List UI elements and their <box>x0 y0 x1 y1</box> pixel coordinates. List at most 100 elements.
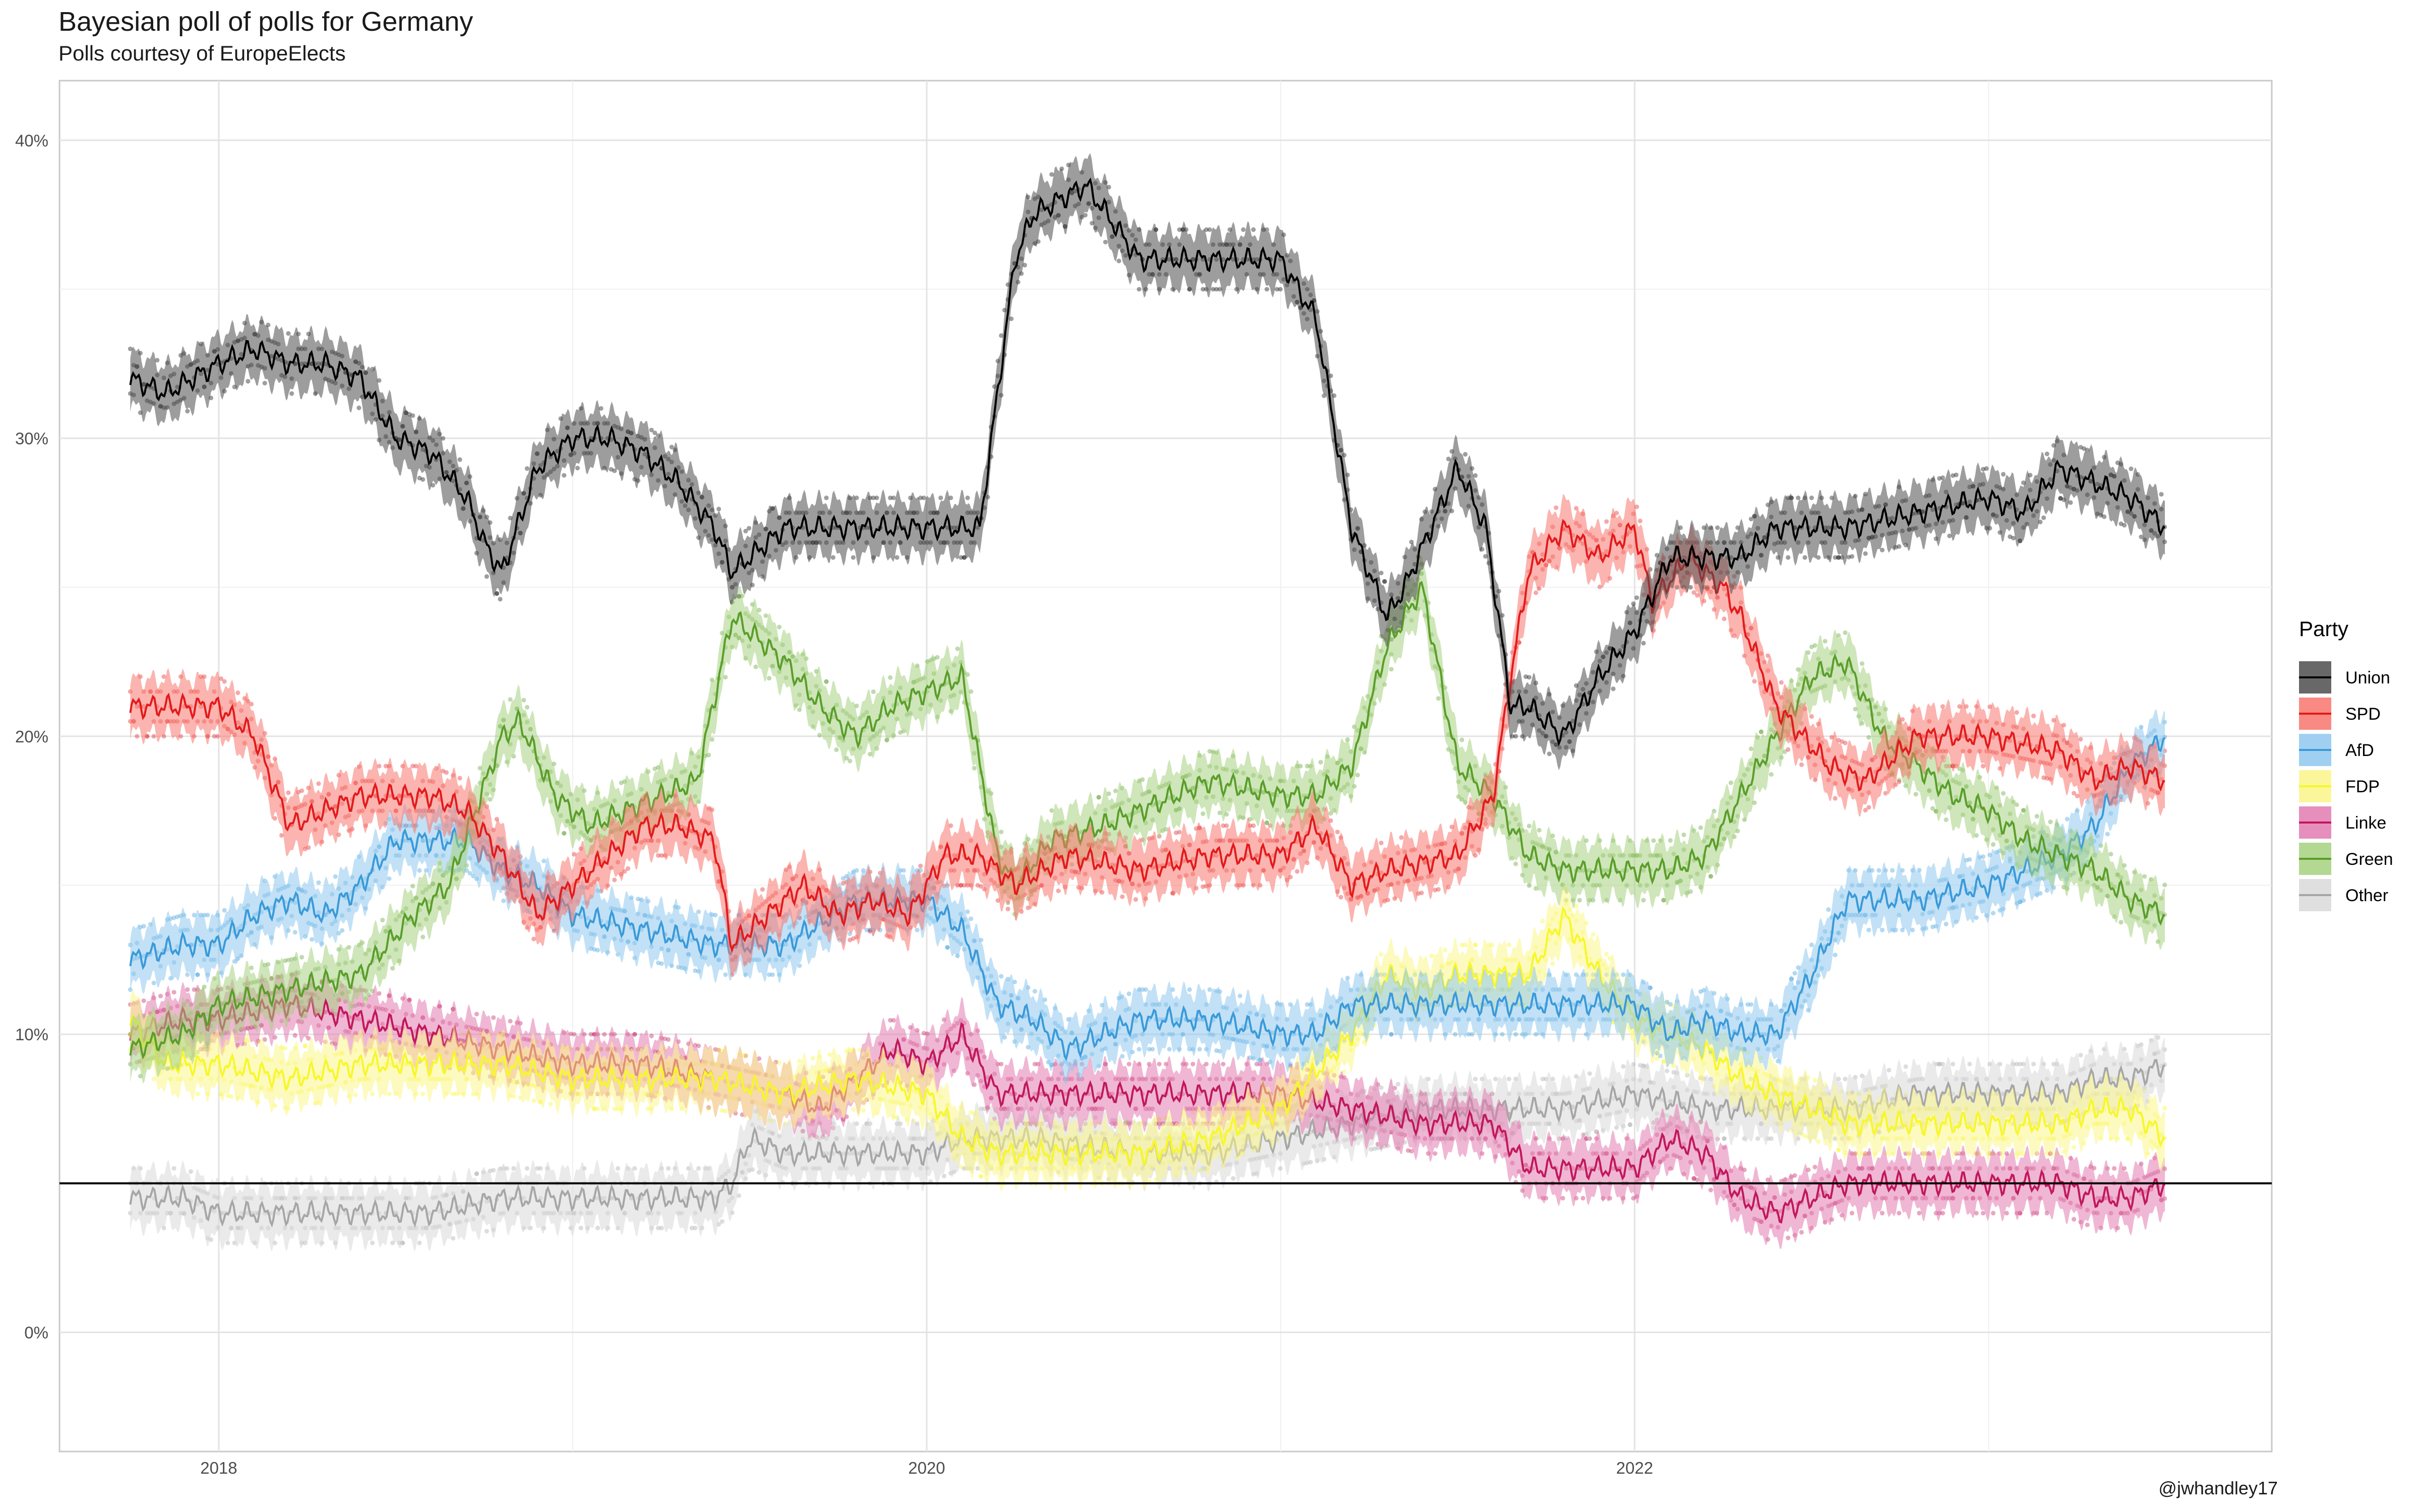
poll-point <box>158 993 163 998</box>
poll-point <box>1809 644 1814 650</box>
poll-point <box>1661 898 1666 903</box>
poll-point <box>538 1166 543 1171</box>
poll-point <box>225 1240 230 1245</box>
poll-point <box>1722 1136 1727 1141</box>
poll-point <box>1990 1211 1996 1216</box>
poll-point <box>972 766 977 771</box>
poll-point <box>225 1093 230 1098</box>
poll-point <box>979 1106 984 1111</box>
poll-point <box>572 1032 577 1037</box>
poll-point <box>380 917 385 923</box>
poll-point <box>1587 1071 1592 1076</box>
poll-point <box>292 1033 297 1038</box>
poll-point <box>286 958 291 963</box>
poll-point <box>222 908 227 913</box>
poll-point <box>1712 808 1717 813</box>
poll-point <box>1096 795 1101 800</box>
poll-point <box>689 1225 694 1231</box>
poll-point <box>941 1173 947 1178</box>
poll-point <box>1560 1195 1565 1201</box>
poll-point <box>1221 1061 1226 1066</box>
poll-point <box>757 1170 762 1175</box>
poll-point <box>1849 1211 1854 1216</box>
poll-point <box>410 884 415 889</box>
poll-point <box>508 697 513 702</box>
poll-point <box>662 1036 668 1041</box>
poll-point <box>1264 1061 1269 1066</box>
poll-point <box>534 1166 540 1171</box>
poll-point <box>706 1106 711 1111</box>
poll-point <box>1627 1122 1632 1127</box>
poll-point <box>1207 748 1213 754</box>
poll-point <box>1937 1061 1942 1066</box>
poll-point <box>1621 1064 1626 1069</box>
poll-point <box>1460 942 1465 948</box>
plot-area: 0%10%20%30%40%2018 2020 2022 <box>15 80 2273 1477</box>
poll-point <box>693 1225 698 1231</box>
poll-point <box>292 930 297 935</box>
poll-point <box>612 1106 617 1111</box>
poll-point <box>387 1091 392 1097</box>
poll-point <box>185 972 190 977</box>
y-tick-label: 40% <box>15 131 48 150</box>
poll-point <box>1664 1068 1670 1074</box>
poll-point <box>2001 791 2006 796</box>
poll-point <box>706 1105 711 1110</box>
poll-point <box>1654 1056 1660 1061</box>
x-tick-label: 2018 <box>200 1459 237 1477</box>
poll-point <box>1769 772 1774 777</box>
poll-point <box>1540 918 1545 924</box>
poll-point <box>888 675 893 680</box>
poll-point <box>2014 802 2019 807</box>
poll-point <box>1368 1147 1374 1152</box>
poll-point <box>743 1053 748 1058</box>
poll-point <box>723 675 728 680</box>
poll-point <box>1106 791 1111 796</box>
poll-point <box>1974 1211 1979 1216</box>
poll-point <box>1591 932 1596 937</box>
poll-point <box>511 1166 516 1171</box>
poll-point <box>1200 811 1205 816</box>
poll-point <box>1990 842 1996 847</box>
poll-point <box>508 1019 513 1024</box>
poll-point <box>171 1166 176 1171</box>
poll-point <box>935 655 940 660</box>
poll-point <box>471 1091 476 1097</box>
poll-point <box>1940 1061 1946 1066</box>
poll-point <box>753 664 758 669</box>
poll-point <box>921 1031 927 1036</box>
chart-subtitle: Polls courtesy of EuropeElects <box>58 41 346 65</box>
y-tick-label: 0% <box>24 1323 48 1342</box>
poll-point <box>1372 1146 1377 1151</box>
poll-point <box>1816 1139 1821 1144</box>
poll-point <box>451 1236 456 1241</box>
poll-point <box>1802 1133 1807 1139</box>
poll-point <box>757 1056 762 1061</box>
poll-point <box>2162 883 2167 888</box>
poll-point <box>709 737 714 742</box>
poll-point <box>1506 1077 1511 1082</box>
poll-point <box>1755 1136 1761 1141</box>
poll-point <box>2085 1222 2090 1227</box>
poll-point <box>737 1193 742 1198</box>
poll-point <box>757 607 762 613</box>
poll-point <box>2108 852 2113 857</box>
poll-point <box>353 1092 358 1098</box>
poll-point <box>827 1052 832 1057</box>
poll-point <box>2162 1105 2167 1111</box>
poll-point <box>1843 1077 1848 1082</box>
poll-point <box>1463 942 1468 948</box>
poll-point <box>420 1091 426 1097</box>
poll-point <box>370 1091 375 1097</box>
poll-point <box>1577 898 1582 903</box>
poll-point <box>228 1094 234 1099</box>
poll-point <box>562 831 567 836</box>
poll-point <box>1980 1211 1986 1216</box>
y-tick-label: 10% <box>15 1025 48 1044</box>
poll-point <box>854 1121 859 1126</box>
poll-point <box>578 1225 583 1231</box>
poll-point <box>1473 1077 1478 1082</box>
poll-point <box>632 1032 637 1037</box>
poll-point <box>969 1110 974 1115</box>
poll-point <box>141 924 146 929</box>
